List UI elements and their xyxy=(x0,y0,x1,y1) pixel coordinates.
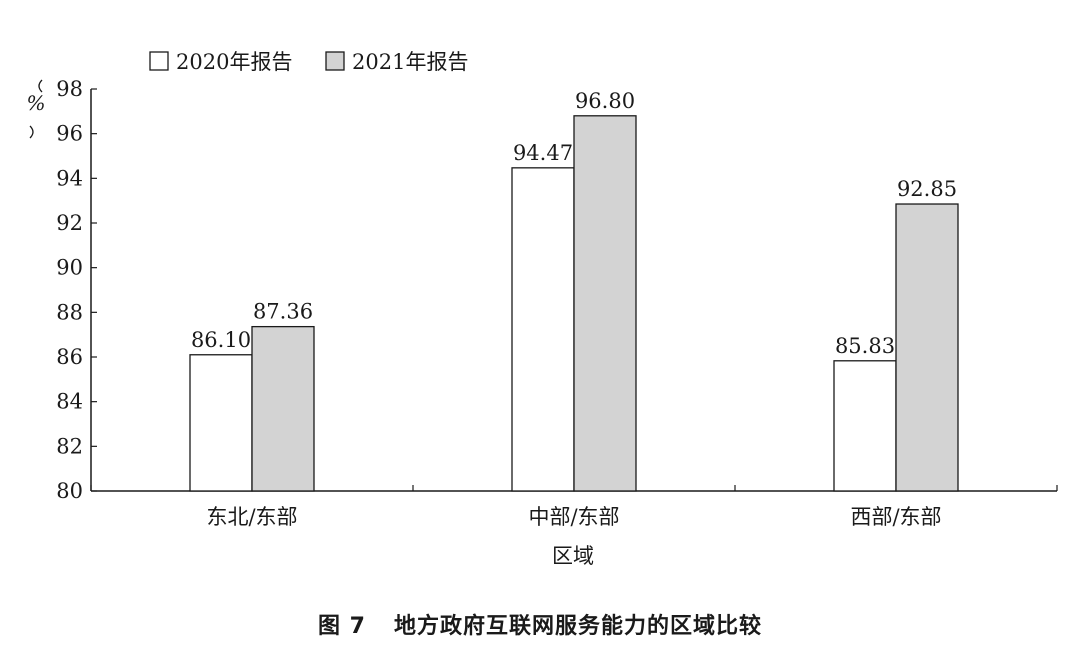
figure-caption: 图 7 地方政府互联网服务能力的区域比较 xyxy=(0,608,1080,640)
bar xyxy=(833,360,897,492)
bar-value-label: 85.83 xyxy=(835,334,895,358)
y-tick-label: 80 xyxy=(56,479,83,503)
legend-label: 2021年报告 xyxy=(352,50,468,74)
y-axis: 80 82 84 86 88 90 92 94 96 98 xyxy=(29,77,97,503)
figure-title: 地方政府互联网服务能力的区域比较 xyxy=(393,614,762,639)
y-tick-label: 82 xyxy=(56,434,83,458)
bar-value-label: 92.85 xyxy=(897,177,957,201)
x-tick-label: 西部/东部 xyxy=(850,505,941,529)
y-axis-label: % xyxy=(26,91,45,115)
legend: 2020年报告 2021年报告 xyxy=(149,50,468,74)
y-tick-label: 98 xyxy=(56,77,83,101)
y-label-open-paren xyxy=(38,79,43,93)
legend-swatch xyxy=(325,51,345,71)
bar xyxy=(895,203,959,492)
bar-value-label: 96.80 xyxy=(575,89,635,113)
x-tick-label: 东北/东部 xyxy=(206,505,297,529)
x-tick-label: 中部/东部 xyxy=(528,505,619,529)
y-tick-label: 90 xyxy=(56,256,83,280)
x-axis-label: 区域 xyxy=(552,544,594,568)
figure-number: 图 7 xyxy=(318,614,366,639)
bar-value-label: 87.36 xyxy=(253,300,313,324)
y-tick-label: 96 xyxy=(56,122,83,146)
bar xyxy=(511,167,575,492)
bar xyxy=(251,325,315,492)
legend-swatch xyxy=(149,51,169,71)
y-label-close-paren xyxy=(29,125,34,139)
y-tick-label: 88 xyxy=(56,300,83,324)
bar xyxy=(189,354,253,492)
bar-value-label: 94.47 xyxy=(513,141,573,165)
y-tick-label: 94 xyxy=(56,166,83,190)
y-tick-label: 86 xyxy=(56,345,83,369)
bar xyxy=(573,115,637,492)
bar-value-label: 86.10 xyxy=(191,328,251,352)
y-tick-label: 92 xyxy=(56,211,83,235)
legend-label: 2020年报告 xyxy=(176,50,292,74)
bar-chart: 2020年报告 2021年报告 80 82 84 86 88 90 92 94 96 98 东北/东… xyxy=(26,50,1058,568)
y-tick-label: 84 xyxy=(56,390,83,414)
